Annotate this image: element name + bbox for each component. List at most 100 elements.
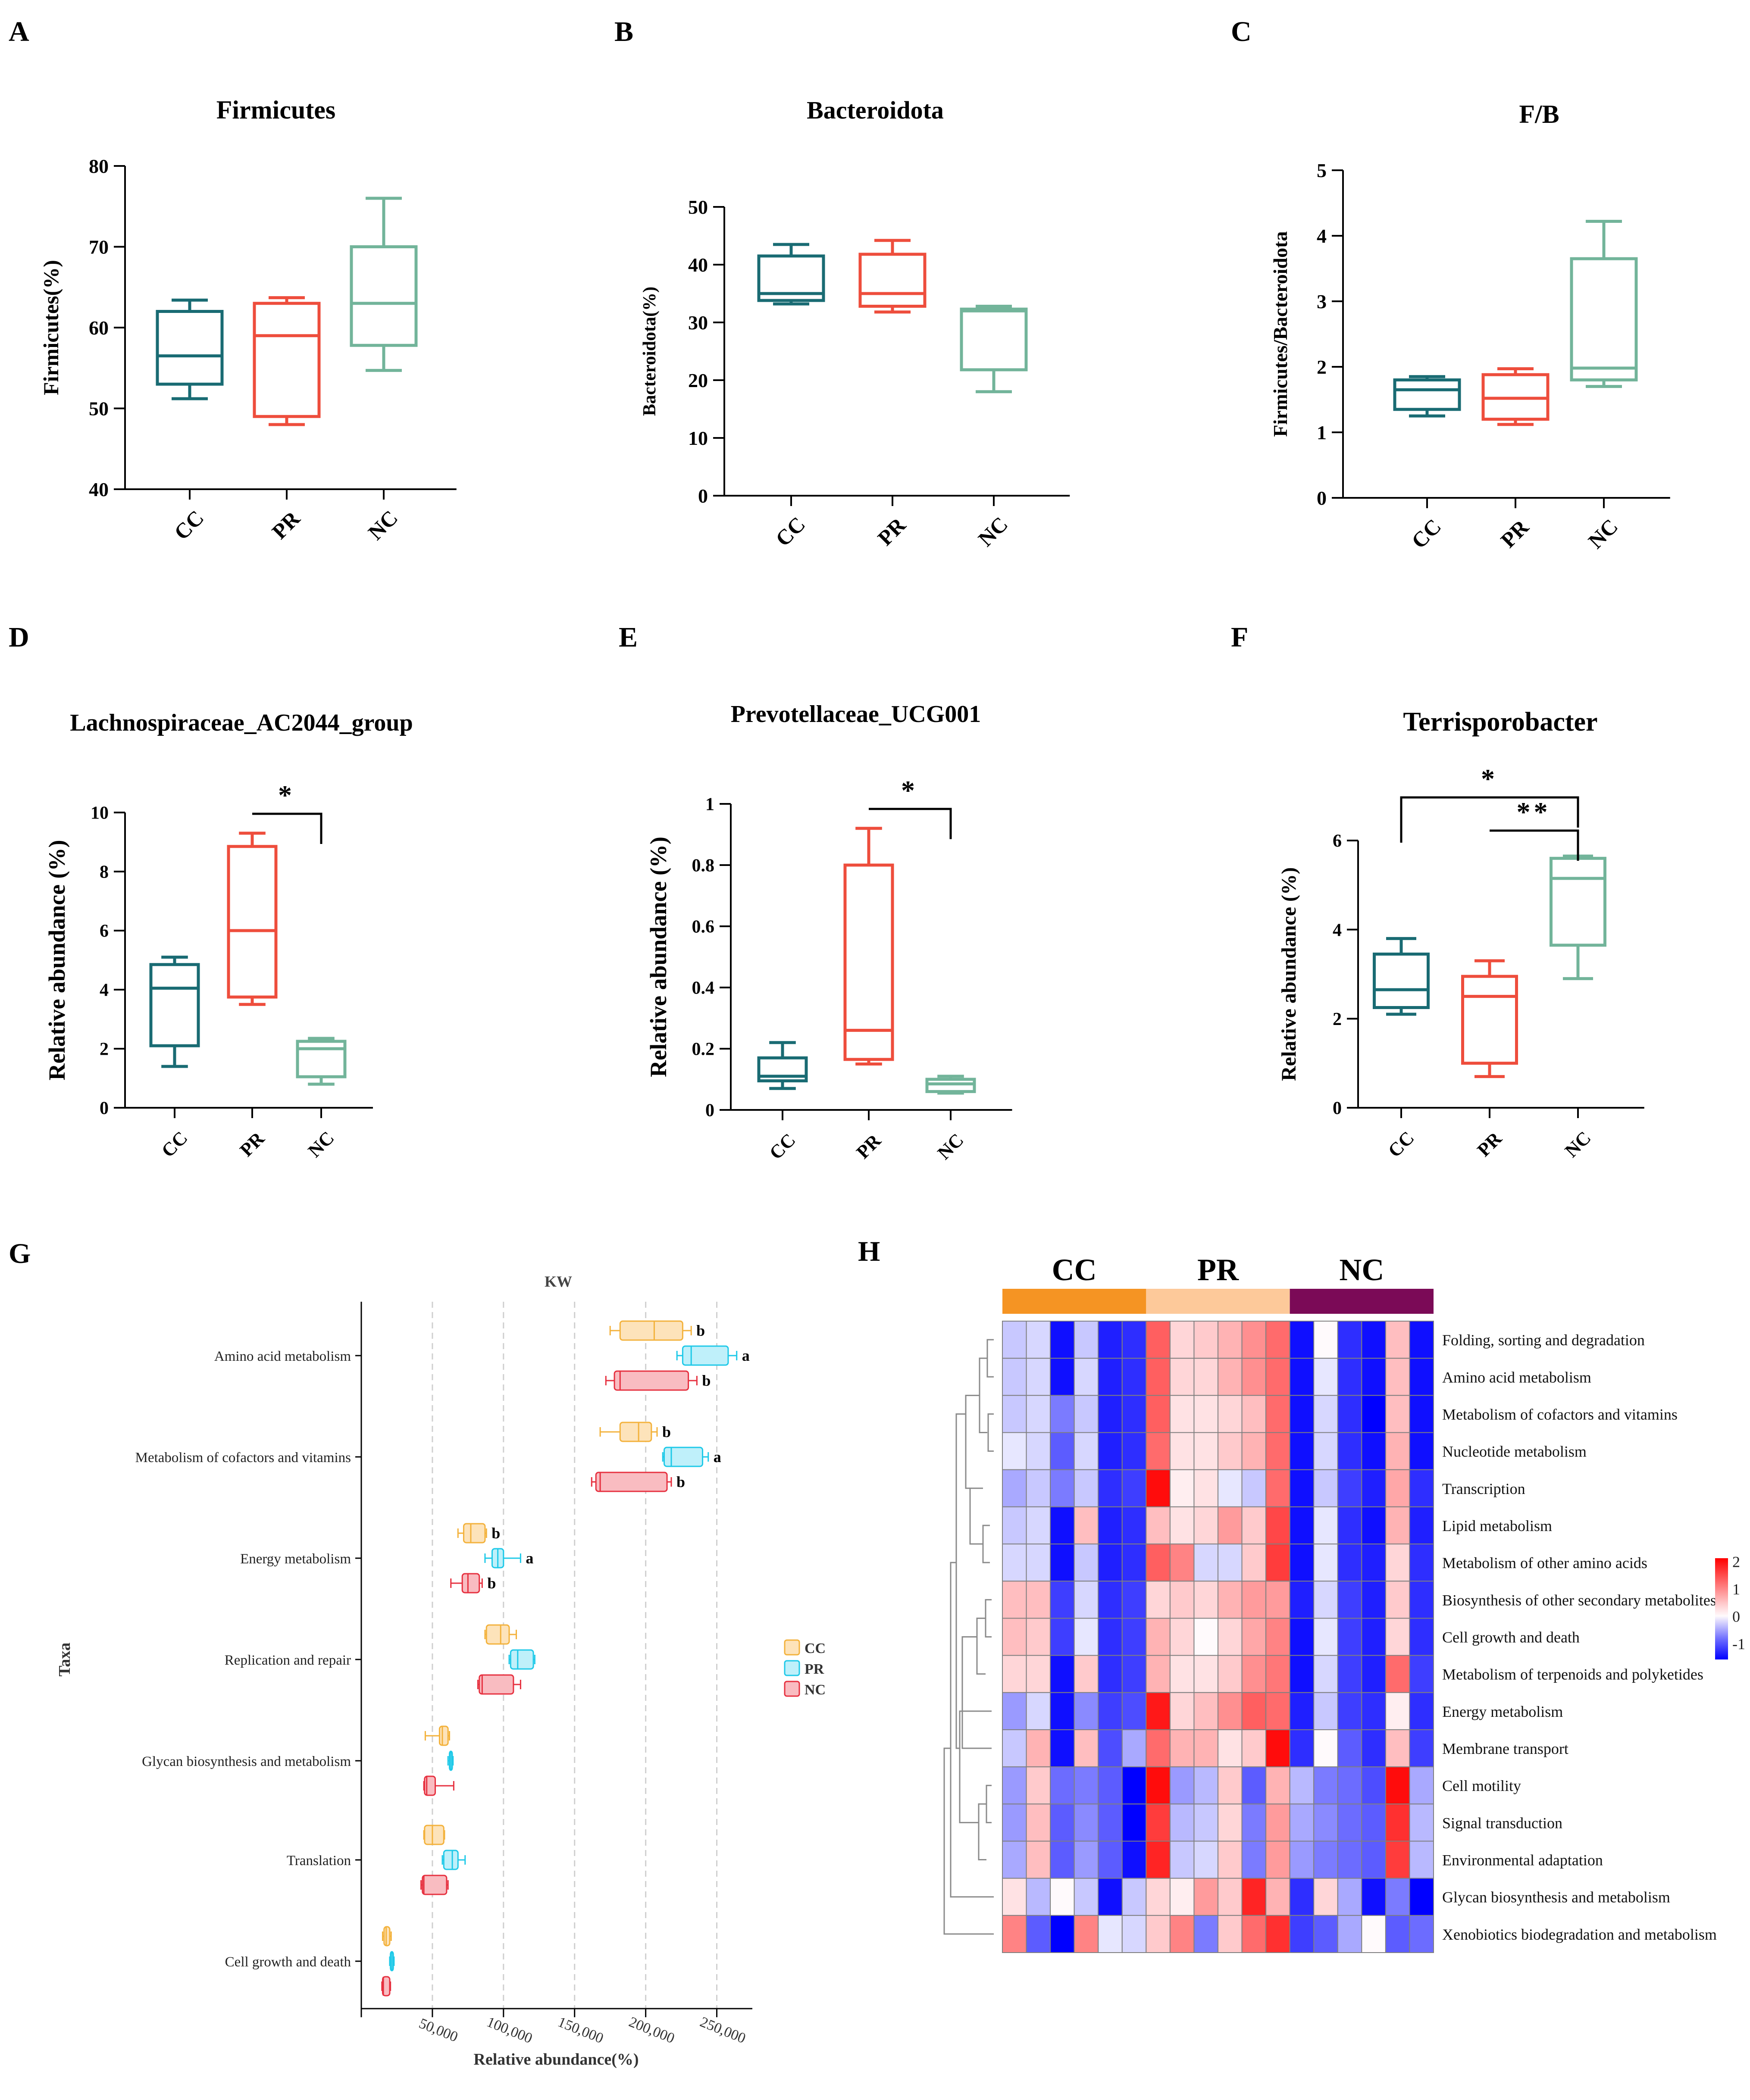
heatmap-cell	[1337, 1878, 1362, 1916]
heatmap-cell	[1361, 1395, 1386, 1433]
heatmap-cell	[1098, 1878, 1123, 1916]
heatmap-cell	[1050, 1841, 1075, 1879]
chart-title: Prevotellaceae_UCG001	[731, 701, 981, 728]
box-iqr	[757, 1056, 808, 1083]
heatmap-cell	[1074, 1469, 1099, 1507]
heatmap-cell	[1146, 1618, 1171, 1656]
hbox-nc	[423, 1775, 454, 1796]
dendrogram-branch	[976, 1617, 986, 1675]
heatmap-cell	[1361, 1432, 1386, 1470]
significance-label: *	[278, 780, 295, 810]
heatmap-cell	[1241, 1878, 1267, 1916]
box-iqr	[510, 1649, 534, 1670]
heatmap-cell	[1241, 1321, 1267, 1359]
y-tick-label: 0.2	[692, 1040, 715, 1059]
heatmap-cell	[1241, 1581, 1267, 1619]
heatmap-cell	[1193, 1506, 1218, 1545]
heatmap-cell	[1385, 1321, 1410, 1359]
heatmap-cell	[1074, 1506, 1099, 1545]
y-axis-label: Relative abundance (%)	[1277, 867, 1300, 1081]
heatmap-cell	[1050, 1618, 1075, 1656]
heatmap-cell	[1098, 1358, 1123, 1396]
heatmap-cell	[1409, 1432, 1434, 1470]
dendrogram-branch	[986, 1784, 992, 1823]
category-label: Translation	[287, 1853, 351, 1869]
heatmap-cell	[1409, 1655, 1434, 1693]
heatmap-cell	[1218, 1321, 1243, 1359]
panel-label-C: C	[1231, 16, 1252, 47]
heatmap-cell	[1265, 1729, 1290, 1768]
box-iqr	[843, 863, 894, 1061]
hbox-nc	[477, 1674, 521, 1695]
heatmap-cell	[1026, 1729, 1051, 1768]
y-tick-label: 8	[100, 862, 109, 882]
heatmap-cell	[1002, 1544, 1027, 1582]
heatmap-cell	[1409, 1544, 1434, 1582]
row-label: Membrane transport	[1442, 1740, 1568, 1757]
heatmap-cell	[1002, 1321, 1027, 1359]
heatmap-cell	[1193, 1321, 1218, 1359]
box-iqr	[1570, 257, 1638, 381]
x-tick-label: NC	[1584, 514, 1623, 553]
heatmap-cell	[1146, 1432, 1171, 1470]
y-tick-label: 4	[1333, 920, 1342, 940]
row-dendrogram	[943, 1339, 994, 1935]
group-letter: a	[526, 1550, 533, 1567]
heatmap-cell	[1409, 1692, 1434, 1730]
heatmap-cell	[1337, 1766, 1362, 1805]
group-header: PR	[1197, 1253, 1239, 1287]
heatmap-cell	[1361, 1544, 1386, 1582]
heatmap-cell	[1074, 1432, 1099, 1470]
heatmap-cell	[1146, 1544, 1171, 1582]
heatmap-cell	[1074, 1395, 1099, 1433]
heatmap-cell	[1218, 1469, 1243, 1507]
heatmap-cell	[1121, 1506, 1147, 1545]
heatmap-cell	[1265, 1803, 1290, 1842]
heatmap-cell	[1146, 1358, 1171, 1396]
x-tick-label: NC	[1561, 1127, 1595, 1162]
heatmap-cell	[1289, 1506, 1315, 1545]
heatmap-cell	[1050, 1395, 1075, 1433]
heatmap-cell	[1289, 1915, 1315, 1953]
box-iqr	[461, 1573, 480, 1594]
panel-label-H: H	[858, 1236, 880, 1267]
heatmap-cell	[1361, 1803, 1386, 1842]
y-tick-label: 2	[1317, 356, 1327, 378]
heatmap-cell	[1337, 1618, 1362, 1656]
heatmap-cell	[1313, 1729, 1338, 1768]
box-iqr	[383, 1926, 391, 1947]
y-tick-label: 80	[89, 155, 109, 177]
y-axis-label: Taxa	[56, 1643, 74, 1677]
heatmap-cell	[1121, 1469, 1147, 1507]
hbox-cc	[609, 1320, 692, 1341]
colorbar	[1715, 1558, 1728, 1659]
heatmap-cell	[1169, 1506, 1195, 1545]
heatmap-cell	[1313, 1506, 1338, 1545]
category-label: Cell growth and death	[225, 1954, 351, 1970]
heatmap-cell	[1121, 1432, 1147, 1470]
heatmap-cell	[1146, 1395, 1171, 1433]
heatmap-cell	[1409, 1841, 1434, 1879]
colorbar-tick-label: 2	[1732, 1553, 1740, 1570]
group-letter: b	[702, 1372, 711, 1389]
y-tick-label: 60	[89, 317, 109, 339]
heatmap-cell	[1098, 1581, 1123, 1619]
heatmap-cell	[1169, 1878, 1195, 1916]
x-tick-label: CC	[1384, 1127, 1418, 1162]
group-letter: b	[696, 1322, 705, 1339]
heatmap-cell	[1026, 1841, 1051, 1879]
heatmap-cell	[1289, 1469, 1315, 1507]
heatmap-cell	[1193, 1841, 1218, 1879]
heatmap-cell	[1193, 1358, 1218, 1396]
y-tick-label: 0	[698, 485, 708, 507]
legend-label: NC	[805, 1682, 826, 1698]
heatmap-cell	[1074, 1915, 1099, 1953]
heatmap-cell	[1121, 1618, 1147, 1656]
heatmap-cell	[1313, 1841, 1338, 1879]
hbox-pr	[484, 1548, 521, 1569]
hbox-pr	[441, 1850, 466, 1870]
heatmap-cell	[1385, 1655, 1410, 1693]
heatmap-cell	[1265, 1618, 1290, 1656]
heatmap-cell	[1074, 1358, 1099, 1396]
hbox-pr	[447, 1750, 454, 1771]
